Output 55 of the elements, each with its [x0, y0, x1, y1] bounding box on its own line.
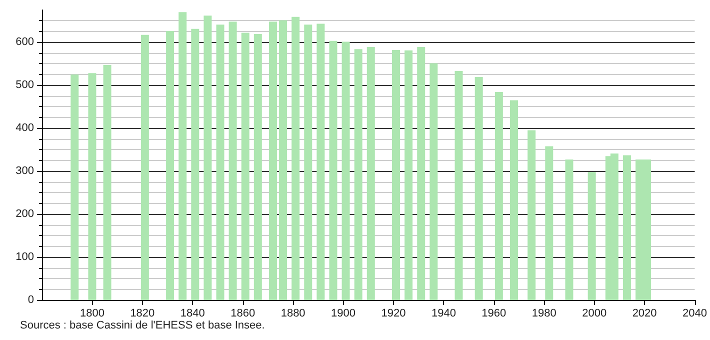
x-tick-label: 1860 — [230, 308, 256, 320]
bar — [430, 63, 438, 300]
bar — [342, 42, 350, 300]
bar — [166, 31, 174, 300]
x-tick-label: 1980 — [532, 308, 556, 320]
bar — [392, 50, 400, 300]
bar — [178, 12, 187, 300]
bar — [474, 77, 483, 300]
x-tick-label: 1960 — [482, 308, 506, 320]
x-tick-label: 1940 — [431, 308, 456, 320]
bar — [140, 34, 149, 300]
bar — [70, 74, 79, 300]
x-tick-label: 2040 — [682, 308, 708, 320]
bar — [565, 160, 574, 300]
source-note: Sources : base Cassini de l'EHESS et base Insee. — [20, 320, 265, 332]
bar — [216, 24, 224, 300]
bar — [88, 73, 96, 300]
y-tick-label: 500 — [16, 79, 34, 92]
x-tick-label: 2000 — [582, 308, 607, 320]
x-tick-label: 1840 — [180, 308, 205, 320]
y-tick-label: 0 — [28, 294, 34, 306]
y-tick-label: 600 — [16, 36, 34, 48]
bar — [417, 46, 426, 300]
x-tick-label: 2020 — [632, 308, 657, 320]
bar — [404, 50, 413, 300]
bar — [622, 155, 631, 300]
bar — [103, 64, 112, 300]
bar — [191, 28, 200, 300]
y-tick-label: 300 — [16, 165, 34, 178]
bar — [304, 24, 312, 300]
bar — [268, 22, 277, 300]
y-tick-label: 100 — [16, 251, 34, 264]
bar — [279, 20, 288, 300]
bar — [528, 130, 536, 300]
bar — [545, 146, 554, 300]
bar — [366, 46, 375, 300]
bar — [510, 100, 518, 300]
bar — [254, 34, 262, 300]
bar — [204, 16, 212, 300]
x-tick-label: 1800 — [80, 308, 104, 320]
bar — [354, 49, 362, 300]
bar — [228, 22, 237, 300]
y-tick-label: 200 — [16, 208, 34, 220]
bar — [454, 71, 463, 300]
x-tick-label: 1900 — [331, 308, 356, 320]
x-tick-label: 1820 — [130, 308, 155, 320]
bar — [292, 16, 300, 300]
bar — [588, 172, 596, 300]
y-tick-label: 400 — [16, 122, 34, 134]
bar — [329, 40, 338, 300]
bar — [316, 24, 325, 300]
x-tick-label: 1920 — [381, 308, 406, 320]
bar — [241, 32, 250, 300]
bar — [494, 92, 503, 300]
x-tick-label: 1880 — [280, 308, 306, 320]
